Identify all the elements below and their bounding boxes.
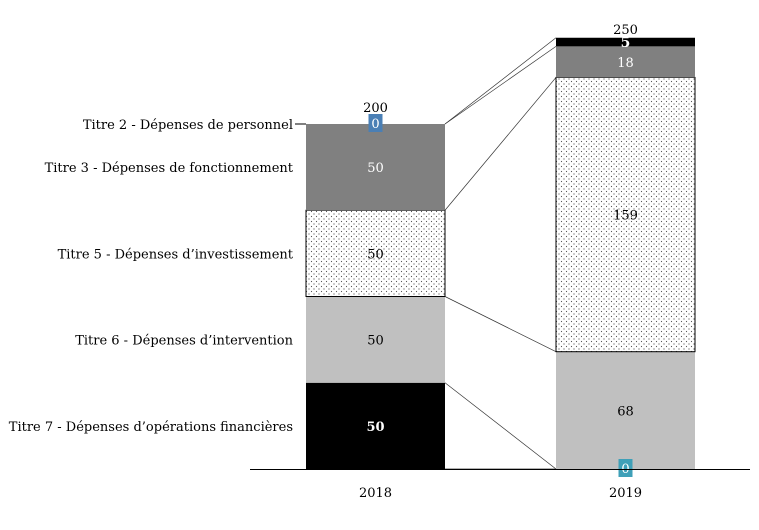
bar-segment-2019-titre-6-depenses-d-inter [556, 351, 695, 469]
bar-segment-2019-titre-5-depenses-d-inves [555, 76, 696, 353]
x-axis-tick-labels: 2018 2019 [359, 486, 642, 501]
data-label: 159 [613, 209, 638, 224]
data-label: 18 [617, 56, 634, 71]
connector-line [444, 77, 557, 211]
data-label: 68 [617, 404, 634, 419]
x-tick-label-2018: 2018 [359, 486, 392, 501]
data-label: 0 [371, 117, 379, 132]
bar-segment-2019-titre-2-depenses-de-pers [556, 37, 695, 47]
bar-segment-2018-titre-6-depenses-d-inter [306, 296, 445, 383]
connector-line [444, 296, 557, 353]
bar-segment-2018-titre-3-depenses-de-fonc [306, 124, 445, 211]
bars-group [305, 37, 696, 469]
zero-value-badge [618, 459, 633, 477]
category-label-titre-5-depenses-d-i: Titre 5 - Dépenses d’investissement [58, 247, 294, 262]
connector-lines [444, 37, 557, 470]
bar-segment-2018-titre-7-depenses-d-opera [306, 382, 445, 469]
bar-segment-2019-titre-3-depenses-de-fonc [556, 46, 695, 78]
connector-line [444, 46, 557, 125]
category-label-titre-2-depenses-de-: Titre 2 - Dépenses de personnel [83, 118, 293, 133]
data-label: 50 [367, 247, 384, 262]
data-label: 50 [366, 420, 384, 435]
bar-segment-2018-titre-5-depenses-d-inves [305, 209, 446, 297]
category-label-titre-7-depenses-d-o: Titre 7 - Dépenses d’opérations financiè… [9, 420, 293, 435]
connector-line [444, 37, 557, 125]
category-label-titre-3-depenses-de-: Titre 3 - Dépenses de fonctionnement [45, 161, 294, 176]
x-tick-label-2019: 2019 [609, 486, 642, 501]
total-label: 200 [363, 101, 388, 116]
connector-line [444, 382, 557, 470]
data-label: 50 [367, 161, 384, 176]
category-label-titre-6-depenses-d-i: Titre 6 - Dépenses d’intervention [75, 334, 293, 349]
total-label: 250 [613, 23, 638, 38]
zero-value-badge [368, 114, 383, 132]
data-label: 50 [367, 334, 384, 349]
category-labels: Titre 7 - Dépenses d’opérations financiè… [9, 118, 306, 435]
data-label: 5 [621, 35, 631, 51]
